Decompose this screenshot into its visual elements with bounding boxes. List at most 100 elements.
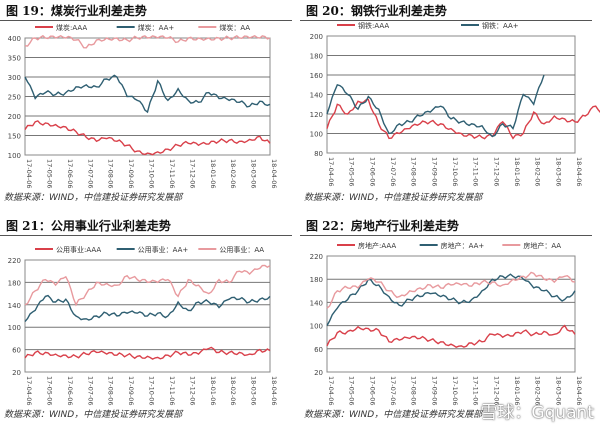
y-tick-label: 220 (310, 253, 323, 261)
x-tick-label: 17-08-06 (410, 157, 418, 187)
legend-label: 煤炭:AAA (56, 23, 87, 32)
x-tick-label: 17-08-06 (410, 376, 418, 406)
x-tick-label: 18-03-06 (554, 157, 562, 187)
divider (300, 235, 592, 236)
series-line-AA (326, 271, 576, 309)
watermark: 雪球：Gquant (480, 403, 594, 423)
chart-svg: 100 150 200 250 300 350 400 17-04-06 17-05-06 17-… (8, 23, 278, 189)
x-tick-label: 17-08-06 (107, 159, 115, 189)
y-tick-label: 100 (310, 131, 323, 139)
legend-label: 房地产:AAA (358, 241, 396, 250)
x-tick-label: 17-09-06 (127, 159, 135, 189)
x-tick-label: 17-05-06 (45, 159, 53, 189)
y-tick-label: 60 (314, 346, 323, 354)
x-tick-label: 17-05-06 (348, 376, 356, 406)
divider (300, 20, 592, 21)
series-line-AAA (24, 346, 271, 360)
legend-label: 钢铁：AA+ (482, 21, 519, 30)
series-line-AA+ (326, 74, 545, 138)
y-tick-label: 220 (8, 257, 21, 265)
x-tick-label: 17-05-06 (348, 157, 356, 187)
series-line-AAA (24, 120, 271, 156)
x-tick-label: 17-12-06 (188, 159, 196, 189)
legend-label: 煤炭：AA+ (138, 23, 175, 32)
series-line-AA (24, 34, 271, 49)
chart-title: 图 19：煤炭行业利差走势 (6, 4, 147, 18)
x-tick-label: 18-02-06 (534, 376, 542, 406)
divider (0, 20, 292, 21)
x-tick-label: 17-11-06 (168, 159, 176, 189)
y-tick-label: 300 (8, 74, 21, 82)
x-tick-label: 17-11-06 (472, 157, 480, 187)
chart-title: 图 20：钢铁行业利差走势 (306, 4, 447, 18)
x-tick-label: 17-11-06 (168, 376, 176, 406)
plot-area (326, 255, 576, 373)
x-tick-label: 17-07-06 (389, 157, 397, 187)
x-tick-label: 17-10-06 (451, 376, 459, 406)
series-line-AAA (326, 324, 576, 348)
y-tick-label: 100 (8, 152, 21, 160)
y-tick-label: 60 (12, 347, 21, 355)
source-note: 数据来源：WIND，中信建投证券研究发展部 (4, 410, 183, 420)
x-tick-label: 17-12-06 (492, 376, 500, 406)
x-tick-label: 18-03-06 (250, 376, 258, 406)
y-tick-label: 140 (310, 299, 323, 307)
chart-svg: 80 100 120 140 160 180 200 17-04-06 17-05-06 17-0… (310, 21, 600, 187)
x-tick-label: 18-04-06 (575, 157, 583, 187)
series-line-AA+ (24, 294, 271, 323)
x-tick-label: 17-06-06 (66, 376, 74, 406)
x-tick-label: 17-05-06 (45, 376, 53, 406)
plot-area (24, 259, 271, 373)
chart-panel-steel: 图 20：钢铁行业利差走势 80 100 120 140 160 180 200 17-04-… (300, 0, 600, 215)
x-tick-label: 18-03-06 (554, 376, 562, 406)
x-tick-label: 17-04-06 (327, 376, 335, 406)
x-tick-label: 17-06-06 (368, 157, 376, 187)
chart-svg: 20 60 100 140 180 220 17-04-06 17-05-06 17-06-06… (310, 241, 583, 406)
y-tick-label: 160 (310, 72, 323, 80)
x-tick-label: 17-09-06 (430, 157, 438, 187)
y-tick-label: 100 (8, 324, 21, 332)
x-tick-label: 17-12-06 (188, 376, 196, 406)
legend-label: 煤炭：AA (219, 23, 250, 32)
x-tick-label: 17-04-06 (327, 157, 335, 187)
x-tick-label: 17-04-06 (25, 159, 33, 189)
source-note: 数据来源：WIND，中信建投证券研究发展部 (4, 193, 183, 203)
y-tick-label: 140 (310, 92, 323, 100)
x-tick-label: 18-04-06 (270, 376, 278, 406)
x-tick-label: 17-08-06 (107, 376, 115, 406)
x-tick-label: 18-04-06 (270, 159, 278, 189)
series-line-AA+ (24, 74, 271, 114)
source-note: 数据来源：WIND，中信建投证券研究发展部 (304, 410, 483, 420)
y-tick-label: 20 (12, 369, 21, 377)
x-tick-label: 17-10-06 (451, 157, 459, 187)
x-tick-label: 17-07-06 (86, 376, 94, 406)
legend-label: 公用事业：AA (219, 245, 264, 254)
y-tick-label: 250 (8, 94, 21, 102)
y-tick-label: 180 (8, 279, 21, 287)
x-tick-label: 17-09-06 (430, 376, 438, 406)
x-tick-label: 17-11-06 (472, 376, 480, 406)
legend-label: 公用事业:AAA (56, 245, 101, 254)
x-tick-label: 18-04-06 (575, 376, 583, 406)
x-tick-label: 17-04-06 (25, 376, 33, 406)
x-tick-label: 18-02-06 (229, 159, 237, 189)
chart-panel-real-estate: 图 22：房地产行业利差走势 20 60 100 140 180 220 17-04-06 1… (300, 215, 600, 429)
source-note: 数据来源：WIND，中信建投证券研究发展部 (304, 193, 483, 203)
legend-label: 房地产：AA (523, 241, 561, 250)
y-tick-label: 180 (310, 276, 323, 284)
y-tick-label: 180 (310, 53, 323, 61)
x-tick-label: 17-06-06 (66, 159, 74, 189)
y-tick-label: 350 (8, 55, 21, 63)
x-tick-label: 18-01-06 (209, 159, 217, 189)
x-tick-label: 18-02-06 (534, 157, 542, 187)
chart-panel-coal: 图 19：煤炭行业利差走势 100 150 200 250 300 350 400 17-04… (0, 0, 300, 215)
x-tick-label: 17-06-06 (368, 376, 376, 406)
legend-label: 房地产：AA+ (441, 241, 485, 250)
y-tick-label: 200 (310, 33, 323, 41)
x-tick-label: 18-02-06 (229, 376, 237, 406)
y-tick-label: 20 (314, 369, 323, 377)
series-line-AA+ (326, 273, 576, 326)
x-tick-label: 18-03-06 (250, 159, 258, 189)
x-tick-label: 17-10-06 (148, 159, 156, 189)
